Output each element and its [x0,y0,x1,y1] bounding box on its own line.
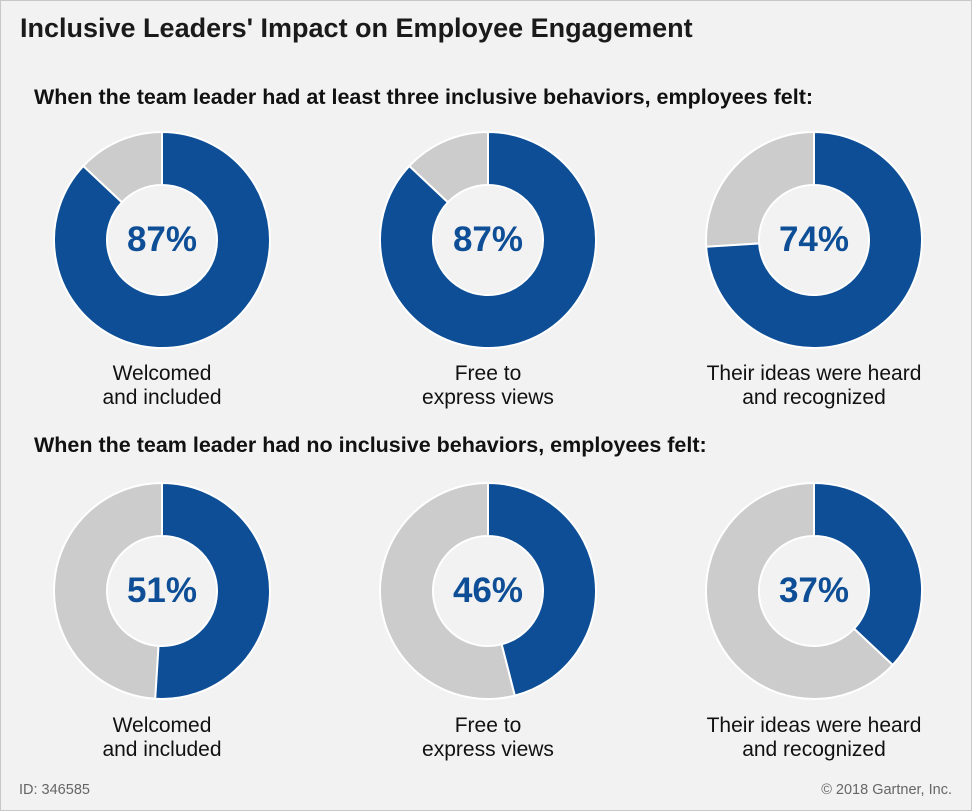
label-line-1: Free to [454,714,522,737]
label-line-1: Their ideas were heard [706,714,922,737]
label-line-1: Their ideas were heard [706,362,922,385]
label-line-2: express views [422,386,554,409]
group-2-subtitle: When the team leader had no inclusive be… [34,433,707,457]
donut-value: 87% [126,220,198,259]
label-line-2: and included [102,386,222,409]
label-line-2: express views [422,738,554,761]
donut-g2-free-to-express-svg [379,481,597,700]
donut-value: 46% [452,571,524,610]
donut-label-g1-welcomed: Welcomed and included [22,362,302,410]
donut-label-g2-welcomed: Welcomed and included [22,714,302,762]
donut-g1-ideas-heard: 74% [704,130,924,350]
donut-remainder-segment [705,481,895,700]
donut-g1-free-to-express: 87% [378,130,598,350]
donut-value-segment [705,130,923,349]
donut-value-segment [53,130,271,349]
label-line-2: and recognized [742,738,886,761]
donut-g2-free-to-express: 46% [378,481,598,701]
donut-remainder-segment [379,481,517,700]
donut-g2-ideas-heard: 37% [704,481,924,701]
donut-g1-free-to-express-svg [379,130,597,349]
donut-g2-welcomed-svg [53,481,271,700]
donut-value: 74% [778,220,850,259]
donut-value-segment [154,481,271,700]
donut-remainder-segment [53,481,163,700]
chart-id: ID: 346585 [19,782,90,798]
group-1-subtitle: When the team leader had at least three … [34,85,814,109]
label-line-2: and included [102,738,222,761]
donut-g1-ideas-heard-svg [705,130,923,349]
donut-value: 51% [126,571,198,610]
donut-g2-welcomed: 51% [52,481,272,701]
donut-hole [434,186,542,294]
donut-hole [108,186,216,294]
donut-value-segment [379,130,597,349]
label-line-1: Welcomed [112,714,212,737]
donut-g1-welcomed-svg [53,130,271,349]
donut-value: 37% [778,571,850,610]
donut-value-segment [487,481,597,697]
donut-hole [760,186,868,294]
donut-g2-ideas-heard-svg [705,481,923,700]
copyright: © 2018 Gartner, Inc. [821,782,952,798]
donut-g1-welcomed: 87% [52,130,272,350]
donut-hole [434,537,542,645]
donut-value-segment [813,481,923,667]
donut-label-g2-free-to-express: Free to express views [348,714,628,762]
donut-label-g2-ideas-heard: Their ideas were heard and recognized [674,714,954,762]
label-line-1: Welcomed [112,362,212,385]
donut-hole [108,537,216,645]
chart-title: Inclusive Leaders' Impact on Employee En… [20,13,693,43]
label-line-2: and recognized [742,386,886,409]
donut-value: 87% [452,220,524,259]
label-line-1: Free to [454,362,522,385]
donut-label-g1-ideas-heard: Their ideas were heard and recognized [674,362,954,410]
donut-label-g1-free-to-express: Free to express views [348,362,628,410]
donut-hole [760,537,868,645]
donut-remainder-segment [705,130,815,248]
